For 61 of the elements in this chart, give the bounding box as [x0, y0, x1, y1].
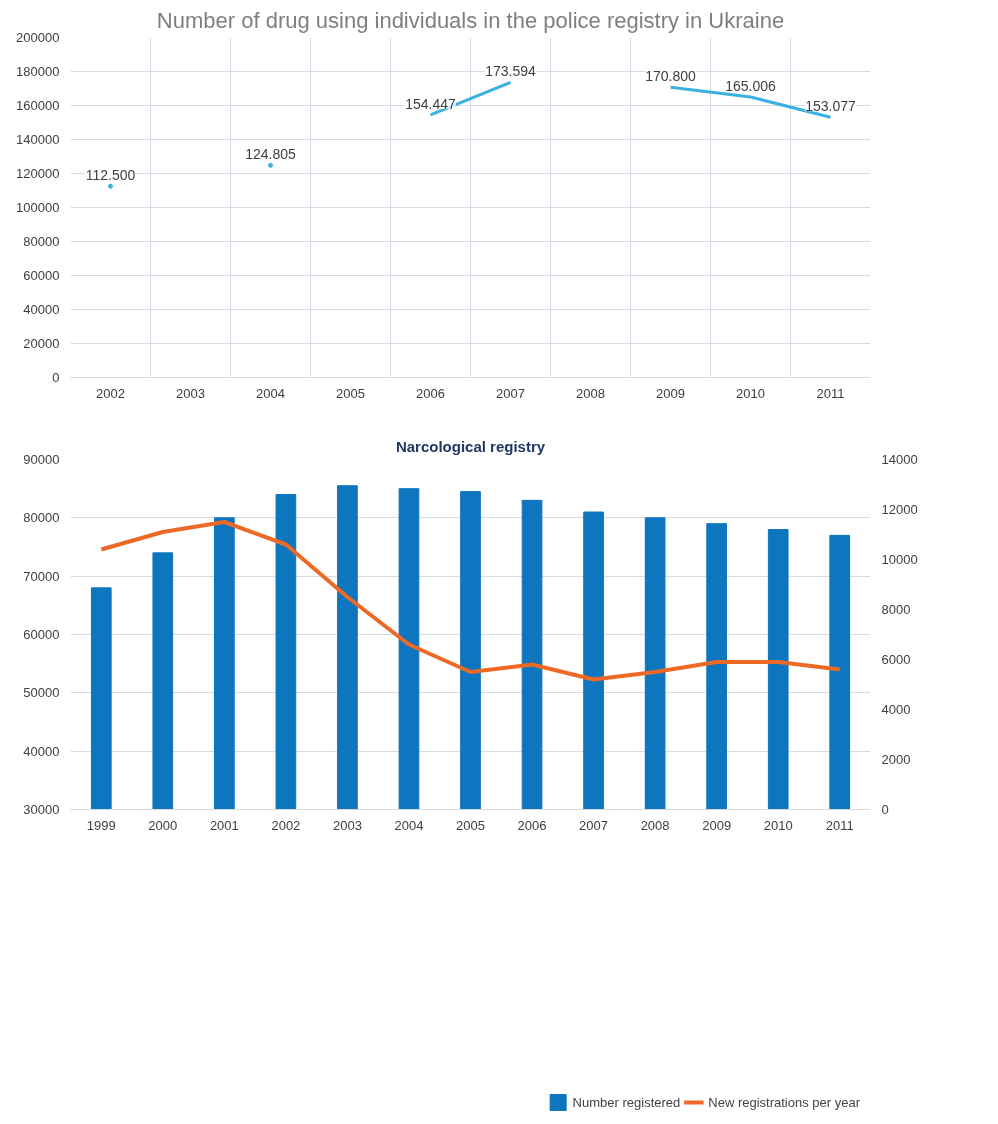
data-label: 154.447 [405, 95, 457, 112]
x-tick-label: 2004 [256, 385, 285, 401]
y-tick-label: 30000 [23, 802, 60, 817]
x-tick-label: 2006 [416, 385, 445, 401]
x-tick-label: 2007 [496, 385, 525, 401]
x-tick-label: 2002 [271, 817, 301, 833]
y2-tick-label: 14000 [881, 452, 918, 467]
y-tick-label: 140000 [16, 132, 60, 147]
y2-tick-label: 6000 [881, 652, 911, 667]
data-label: 112.500 [85, 167, 136, 184]
x-tick-label: 2008 [640, 817, 670, 833]
y-tick-label: 120000 [16, 166, 60, 181]
y-tick-label: 160000 [16, 98, 60, 113]
y-tick-label: 20000 [23, 336, 60, 351]
x-tick-label: 2005 [456, 817, 485, 833]
y-tick-label: 180000 [16, 64, 60, 79]
x-tick-label: 1999 [86, 817, 116, 833]
x-tick-label: 2003 [332, 817, 362, 833]
x-tick-label: 2011 [825, 817, 854, 833]
y2-tick-label: 10000 [881, 552, 918, 567]
x-tick-label: 2004 [394, 817, 424, 833]
y-tick-label: 0 [52, 370, 60, 385]
x-tick-label: 2010 [736, 385, 765, 401]
x-tick-label: 2005 [336, 385, 365, 401]
y-tick-label: 50000 [23, 685, 60, 701]
x-tick-label: 2008 [576, 385, 605, 401]
y-tick-label: 90000 [23, 452, 60, 467]
data-label: 173.594 [485, 63, 537, 80]
y-tick-label: 60000 [23, 268, 60, 283]
legend-label: Number registered [572, 1094, 681, 1110]
data-label: 124.805 [245, 146, 297, 163]
line-series [99, 520, 842, 682]
y-tick-label: 80000 [23, 234, 60, 249]
x-tick-label: 2011 [816, 385, 845, 401]
y2-tick-label: 0 [881, 802, 889, 817]
y-tick-label: 40000 [23, 302, 60, 317]
chart-title: Number of drug using individuals in the police registry in Ukraine [156, 7, 785, 33]
y2-tick-label: 8000 [881, 602, 911, 617]
x-tick-label: 2007 [579, 817, 609, 833]
legend-label: New registrations per year [708, 1094, 860, 1110]
data-label: 165.006 [725, 77, 777, 94]
x-tick-label: 2003 [176, 385, 205, 401]
y-tick-label: 70000 [23, 568, 60, 584]
x-tick-label: 2009 [702, 817, 732, 833]
x-tick-label: 2006 [517, 817, 547, 833]
x-tick-label: 2010 [763, 817, 793, 833]
x-tick-label: 2002 [96, 385, 125, 401]
y-tick-label: 200000 [16, 30, 60, 45]
y-tick-label: 80000 [23, 510, 60, 526]
data-label: 170.800 [645, 68, 697, 85]
x-tick-label: 2009 [656, 385, 685, 401]
y2-tick-label: 4000 [881, 702, 911, 717]
y-tick-label: 60000 [23, 627, 60, 642]
y-tick-label: 100000 [16, 200, 60, 215]
x-tick-label: 2000 [148, 817, 178, 833]
y2-tick-label: 2000 [881, 752, 911, 767]
x-tick-label: 2001 [209, 817, 239, 833]
chart-title: Narcological registry [395, 437, 546, 455]
y-tick-label: 40000 [23, 743, 60, 759]
y2-tick-label: 12000 [881, 502, 918, 517]
data-label: 153.077 [805, 98, 857, 115]
